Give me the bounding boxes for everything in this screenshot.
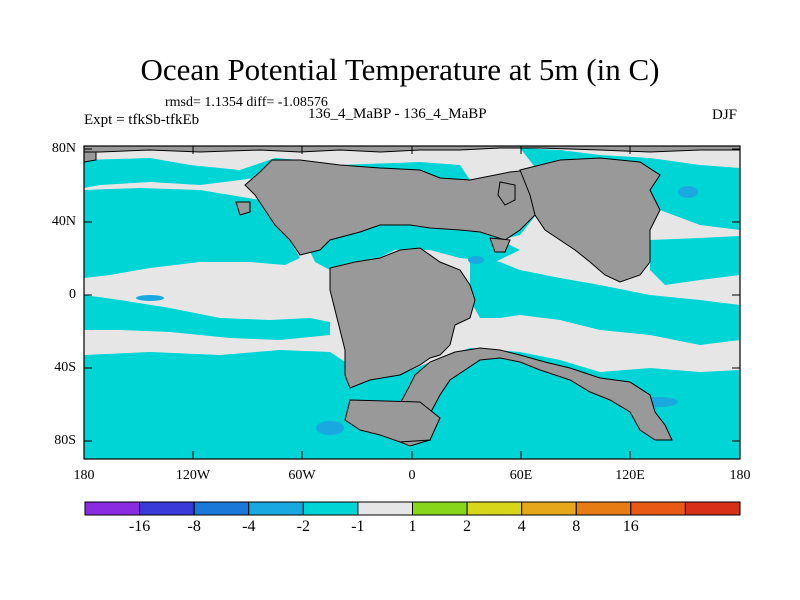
colorbar-label: 16 — [622, 518, 639, 535]
colorbar-swatch — [84, 501, 141, 516]
season-label: DJF — [712, 107, 738, 123]
colorbar-swatch — [575, 501, 632, 516]
lat-ticks — [84, 148, 740, 442]
south-american-african-landmass — [329, 247, 476, 389]
lon-label-120w: 120W — [175, 468, 211, 483]
runs-label: 136_4_MaBP - 136_4_MaBP — [308, 106, 487, 122]
colorbar-swatch — [302, 501, 359, 516]
colorbar-label: 1 — [408, 518, 417, 535]
lon-label-180e: 180 — [729, 468, 751, 483]
cold-spot-tethys — [468, 256, 484, 264]
lon-ticks — [192, 146, 631, 459]
colorbar-swatch — [521, 501, 577, 516]
eurasian-landmass — [519, 157, 661, 283]
lon-label-180w: 180 — [73, 468, 95, 483]
colorbar — [84, 501, 741, 516]
colorbar-label: -4 — [242, 518, 256, 535]
lat-label-80n: 80N — [51, 141, 76, 156]
indian-ocean-cyan — [470, 255, 740, 345]
east-pacific-cyan — [650, 236, 740, 285]
lon-label-60e: 60E — [509, 468, 533, 483]
colorbar-label: 2 — [463, 518, 472, 535]
lat-label-40n: 40N — [51, 214, 76, 229]
lon-label-120e: 120E — [615, 468, 645, 483]
lon-label-0: 0 — [408, 468, 416, 483]
cold-spot-equatorial — [136, 295, 164, 301]
colorbar-label: -2 — [296, 518, 310, 535]
colorbar-swatch — [193, 501, 250, 516]
experiment-label: Expt = tfkSb-tfkEb — [84, 112, 200, 128]
cold-spot-south-atlantic — [316, 421, 344, 435]
west-pacific-cyan — [84, 198, 200, 250]
colorbar-swatch — [630, 501, 686, 516]
colorbar-label: -1 — [351, 518, 365, 535]
southern-island — [497, 181, 516, 206]
colorbar-label: 4 — [517, 518, 526, 535]
lon-label-60w: 60W — [288, 468, 316, 483]
greenland-landmass — [83, 151, 97, 163]
north-american-landmass — [244, 159, 556, 256]
colorbar-label: -8 — [187, 518, 201, 535]
colorbar-swatch — [412, 501, 468, 516]
colorbar-swatch — [684, 501, 741, 516]
land-masses — [83, 145, 741, 447]
western-islands — [235, 201, 251, 216]
colorbar-swatch — [357, 501, 414, 516]
cold-spot-arctic — [678, 186, 698, 198]
colorbar-swatch — [248, 501, 304, 516]
colorbar-label: 8 — [572, 518, 581, 535]
rmsd-diff-stats: rmsd= 1.1354 diff= -1.08576 — [165, 95, 328, 110]
colorbar-swatch — [466, 501, 523, 516]
lat-label-80s: 80S — [54, 433, 76, 448]
lat-label-0: 0 — [69, 287, 76, 302]
colorbar-swatch — [139, 501, 195, 516]
map-title: Ocean Potential Temperature at 5m (in C) — [140, 52, 660, 87]
asian-peninsula — [489, 237, 511, 253]
lat-label-40s: 40S — [54, 360, 76, 375]
antarctic-shelf — [344, 399, 441, 443]
colorbar-label: -16 — [128, 518, 151, 535]
equatorial-cyan — [84, 295, 330, 340]
